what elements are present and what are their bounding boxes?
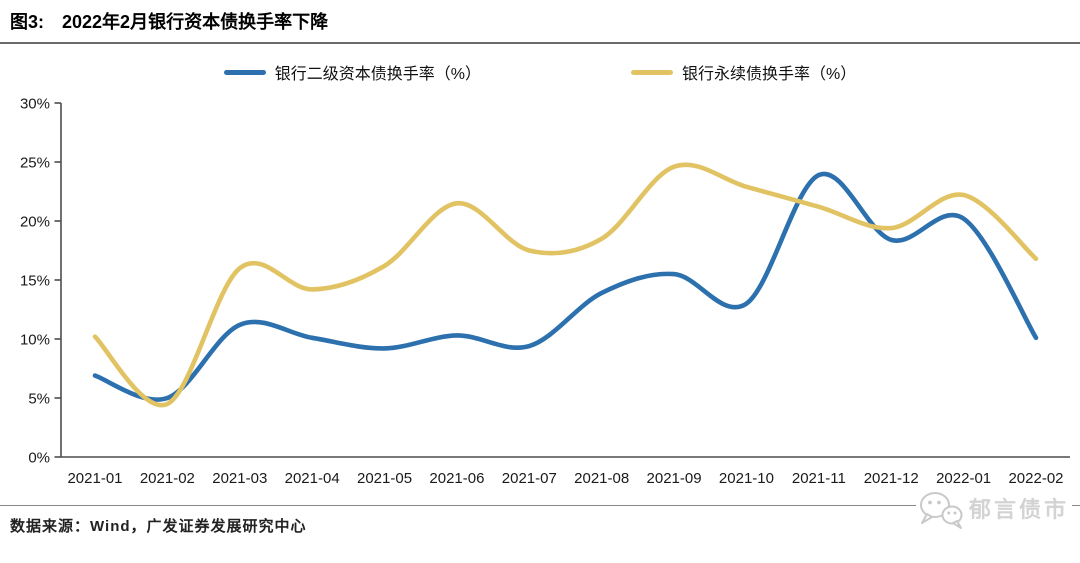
legend-item-tier2-capital-bond: 银行二级资本债换手率（%） — [223, 60, 481, 84]
x-axis-tick-label: 2022-01 — [936, 470, 991, 487]
legend-swatch-perpetual — [631, 69, 673, 75]
watermark: 郁言债市 — [915, 489, 1072, 531]
x-axis-tick-label: 2021-05 — [357, 470, 412, 487]
y-axis-tick-label: 25% — [20, 155, 50, 172]
figure-number-label: 图3: — [10, 12, 45, 32]
y-axis-tick-label: 20% — [20, 214, 50, 231]
x-axis-tick-label: 2021-08 — [574, 470, 629, 487]
data-source-text: Wind，广发证券发展研究中心 — [90, 518, 307, 535]
series-line-0 — [92, 171, 1039, 402]
series-line-1 — [92, 162, 1039, 408]
x-axis-tick-label: 2021-01 — [67, 470, 122, 487]
y-axis-tick-label: 10% — [20, 332, 50, 349]
data-source: 数据来源：Wind，广发证券发展研究中心 — [10, 515, 307, 536]
x-axis-tick-label: 2021-10 — [719, 470, 774, 487]
legend-label-perpetual: 银行永续债换手率（%） — [682, 66, 857, 83]
data-source-label: 数据来源： — [10, 518, 91, 535]
x-axis-tick-label: 2021-07 — [502, 470, 557, 487]
x-axis-tick-label: 2022-02 — [1008, 470, 1063, 487]
line-chart-plot-area: 0% 5% 10% 15% 20% 25% 30% 2021-01 2021-02 2021-03… — [20, 96, 1070, 487]
legend-swatch-tier2 — [223, 69, 266, 75]
y-axis-tick-label: 0% — [28, 450, 50, 467]
x-axis-tick-label: 2021-11 — [792, 470, 846, 487]
x-axis-tick-label: 2021-02 — [140, 470, 195, 487]
figure-title-text: 2022年2月银行资本债换手率下降 — [62, 12, 329, 32]
y-axis-tick-label: 5% — [28, 391, 50, 408]
x-axis-tick-label: 2021-03 — [212, 470, 267, 487]
chart-legend: 银行二级资本债换手率（%） 银行永续债换手率（%） — [0, 60, 1080, 84]
watermark-text: 郁言债市 — [965, 489, 1072, 531]
y-axis-tick-label: 15% — [20, 273, 50, 290]
x-axis-tick-label: 2021-06 — [429, 470, 484, 487]
x-axis-tick-label: 2021-09 — [647, 470, 702, 487]
x-axis-tick-label: 2021-04 — [285, 470, 340, 487]
wechat-icon — [915, 490, 966, 530]
legend-item-perpetual-bond: 银行永续债换手率（%） — [631, 60, 856, 84]
y-axis-tick-label: 30% — [20, 96, 50, 113]
legend-label-tier2: 银行二级资本债换手率（%） — [274, 66, 481, 83]
footer-divider — [0, 505, 1080, 506]
x-axis-tick-label: 2021-12 — [864, 470, 919, 487]
title-divider — [0, 42, 1080, 44]
chart-title: 图3: 2022年2月银行资本债换手率下降 — [10, 8, 328, 34]
